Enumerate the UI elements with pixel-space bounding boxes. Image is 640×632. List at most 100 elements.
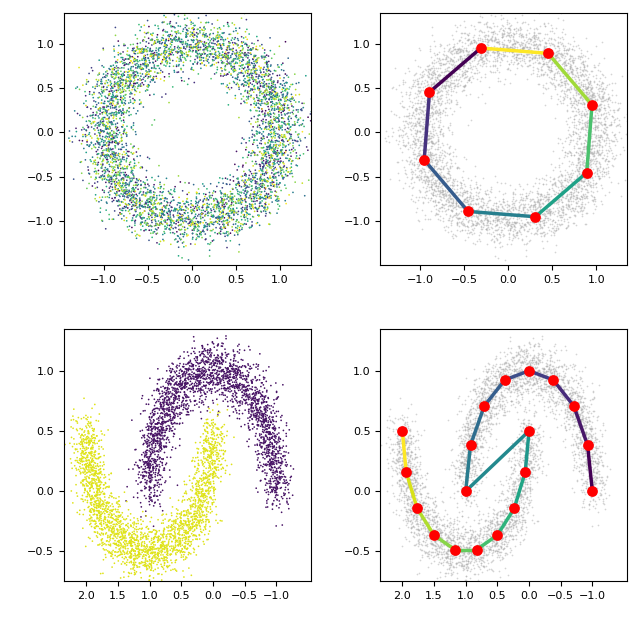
Point	[103, 157, 113, 167]
Point	[441, 70, 451, 80]
Point	[214, 356, 225, 366]
Point	[253, 95, 263, 106]
Point	[251, 44, 261, 54]
Point	[532, 44, 543, 54]
Point	[222, 80, 232, 90]
Point	[518, 473, 528, 483]
Point	[231, 363, 241, 374]
Point	[154, 532, 164, 542]
Point	[141, 86, 151, 96]
Point	[182, 366, 192, 376]
Point	[570, 53, 580, 63]
Point	[157, 33, 167, 43]
Point	[96, 98, 106, 108]
Point	[148, 52, 159, 62]
Point	[150, 490, 160, 500]
Point	[259, 175, 269, 185]
Point	[152, 432, 163, 442]
Point	[454, 221, 464, 231]
Point	[268, 459, 278, 469]
Point	[587, 172, 597, 182]
Point	[174, 538, 184, 549]
Point	[460, 485, 470, 495]
Point	[184, 363, 194, 374]
Point	[136, 75, 147, 85]
Point	[196, 480, 207, 490]
Point	[255, 162, 266, 172]
Point	[65, 438, 75, 448]
Point	[512, 492, 522, 502]
Point	[129, 69, 139, 79]
Point	[474, 541, 484, 551]
Point	[200, 351, 211, 362]
Point	[131, 206, 141, 216]
Point	[444, 544, 454, 554]
Point	[259, 92, 269, 102]
Point	[95, 121, 105, 131]
Point	[216, 441, 226, 451]
Point	[250, 372, 260, 382]
Point	[532, 377, 542, 387]
Point	[271, 473, 281, 483]
Point	[558, 188, 568, 198]
Point	[111, 538, 122, 549]
Point	[599, 119, 609, 129]
Point	[189, 530, 199, 540]
Point	[532, 42, 542, 52]
Point	[269, 453, 279, 463]
Point	[544, 377, 554, 387]
Point	[270, 473, 280, 483]
Point	[506, 54, 516, 64]
Point	[513, 441, 524, 451]
Point	[442, 564, 452, 574]
Point	[207, 361, 217, 371]
Point	[223, 370, 233, 380]
Point	[284, 504, 294, 514]
Point	[527, 434, 538, 444]
Point	[129, 559, 139, 569]
Point	[559, 214, 569, 224]
Point	[400, 463, 410, 473]
Point	[447, 178, 457, 188]
Point	[428, 196, 438, 206]
Point	[273, 167, 284, 178]
Point	[534, 211, 545, 221]
Point	[463, 553, 474, 563]
Point	[143, 422, 154, 432]
Point	[143, 456, 153, 466]
Point	[399, 452, 409, 462]
Point	[469, 183, 479, 193]
Point	[547, 183, 557, 193]
Point	[527, 358, 537, 368]
Point	[584, 463, 594, 473]
Point	[100, 78, 110, 88]
Point	[105, 547, 115, 557]
Point	[209, 490, 220, 501]
Point	[172, 360, 182, 370]
Point	[592, 147, 602, 157]
Point	[588, 187, 598, 197]
Point	[204, 526, 214, 536]
Point	[226, 212, 236, 222]
Point	[476, 76, 486, 86]
Point	[183, 369, 193, 379]
Point	[268, 148, 278, 158]
Point	[268, 91, 278, 101]
Point	[399, 416, 410, 427]
Point	[246, 113, 257, 123]
Point	[261, 502, 271, 513]
Point	[214, 39, 225, 49]
Point	[220, 390, 230, 400]
Point	[540, 229, 550, 239]
Point	[271, 135, 282, 145]
Point	[412, 535, 422, 545]
Point	[227, 364, 237, 374]
Point	[176, 64, 186, 75]
Point	[178, 404, 188, 415]
Point	[497, 399, 508, 410]
Point	[89, 505, 99, 515]
Point	[528, 372, 538, 382]
Point	[587, 128, 597, 138]
Point	[519, 207, 529, 217]
Point	[414, 86, 424, 96]
